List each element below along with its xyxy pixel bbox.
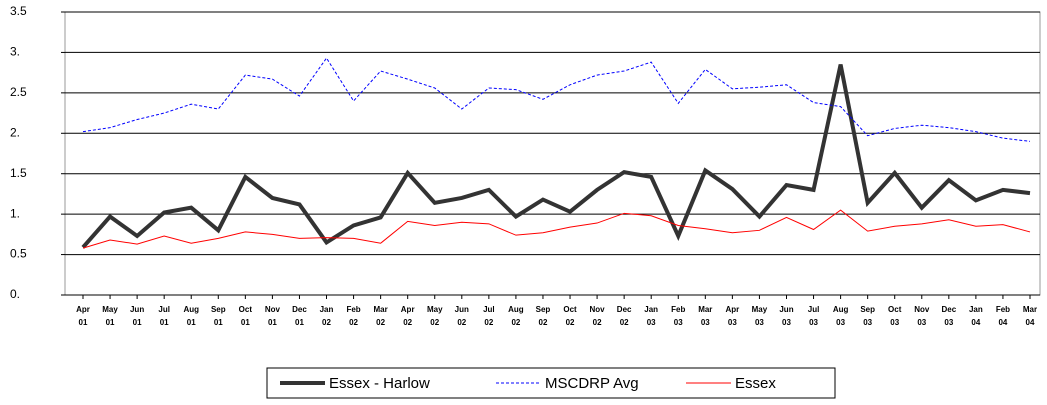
x-tick-label: Jun 01 [129, 305, 145, 327]
x-tick-label: Jul 03 [807, 305, 820, 327]
y-tick-label: 2. [10, 125, 20, 139]
x-tick-label: Jan 03 [644, 305, 659, 327]
x-tick-label: Apr 03 [725, 305, 740, 327]
y-tick-label: 2.5 [10, 85, 27, 99]
y-tick-label: 3. [10, 45, 20, 59]
x-tick-label: Oct 01 [238, 305, 252, 327]
y-tick-label: 0.5 [10, 247, 27, 261]
x-tick-label: Dec 01 [292, 305, 307, 327]
legend-label: MSCDRP Avg [545, 375, 639, 392]
x-tick-label: Nov 01 [264, 305, 280, 327]
x-tick-label: Nov 03 [914, 305, 930, 327]
x-tick-label: Oct 03 [888, 305, 902, 327]
x-tick-label: Sep 02 [535, 305, 551, 327]
x-tick-label: May 03 [751, 305, 768, 327]
x-tick-label: Aug 01 [183, 305, 199, 327]
x-tick-label: Jun 02 [454, 305, 469, 327]
x-tick-label: Apr 01 [76, 305, 90, 327]
x-tick-label: May 02 [426, 305, 443, 327]
legend-frame [266, 367, 836, 399]
x-tick-label: Feb 02 [346, 305, 361, 327]
x-tick-label: Jul 01 [158, 305, 170, 327]
legend-label: Essex - Harlow [329, 375, 430, 392]
y-tick-label: 1.5 [10, 166, 27, 180]
x-tick-label: Sep 01 [210, 305, 226, 327]
x-tick-label: Dec 02 [616, 305, 632, 327]
x-tick-label: Feb 04 [995, 305, 1011, 327]
x-tick-label: Aug 03 [832, 305, 849, 327]
x-tick-label: Jan 04 [968, 305, 983, 327]
x-tick-label: Jul 02 [483, 305, 495, 327]
x-tick-label: Feb 03 [671, 305, 686, 327]
x-tick-label: Oct 02 [563, 305, 577, 327]
y-tick-label: 3.5 [10, 4, 27, 18]
legend-label: Essex [735, 375, 776, 392]
x-tick-label: Jan 02 [319, 305, 334, 327]
x-tick-label: Dec 03 [941, 305, 957, 327]
x-tick-label: Sep 03 [860, 305, 875, 327]
series-line [82, 209, 1031, 249]
x-tick-label: May 01 [102, 305, 118, 327]
x-tick-label: Apr 02 [400, 305, 415, 327]
y-tick-label: 0. [10, 287, 20, 301]
x-tick-label: Mar 02 [373, 305, 388, 327]
x-tick-label: Mar 04 [1022, 305, 1038, 327]
x-tick-label: Jun 03 [779, 305, 794, 327]
legend: Essex - Harlow MSCDRP Avg Essex [266, 367, 836, 399]
x-tick-label: Nov 02 [589, 305, 605, 327]
series-line [81, 64, 1031, 249]
x-tick-label: Mar 03 [698, 305, 713, 327]
plot-frame [64, 11, 1041, 296]
series-line [82, 57, 1031, 142]
y-tick-label: 1. [10, 206, 20, 220]
x-tick-label: Aug 02 [508, 305, 524, 327]
